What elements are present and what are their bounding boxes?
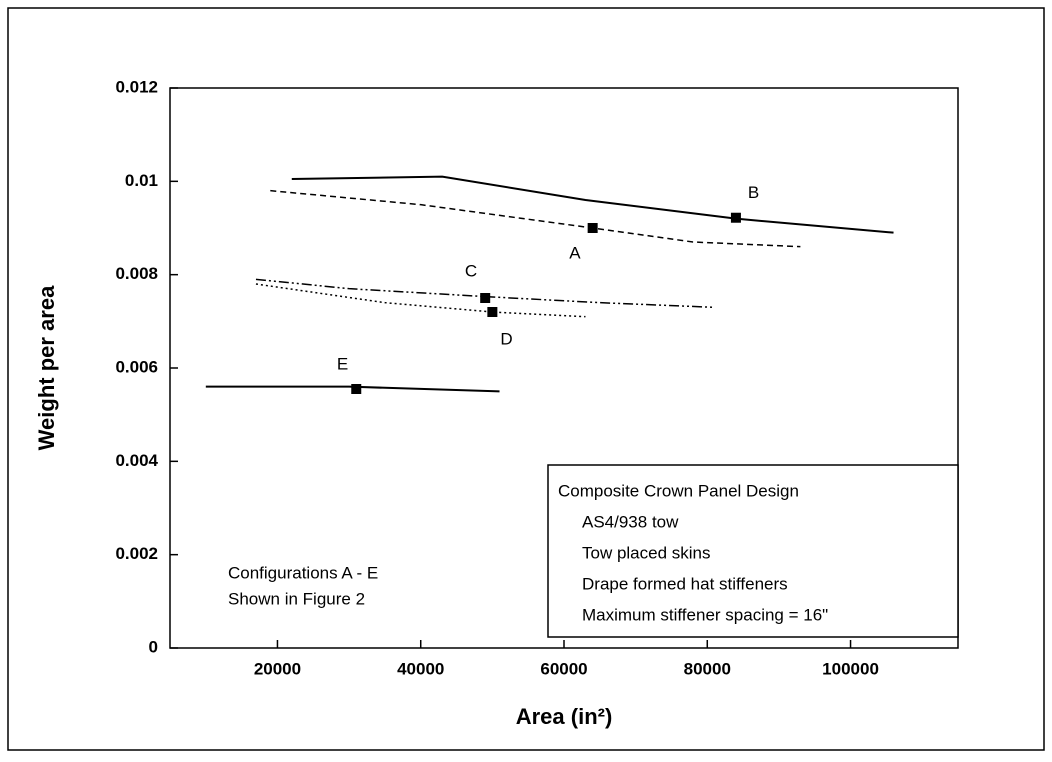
- series-label: A: [569, 243, 581, 262]
- series-label: E: [337, 354, 348, 373]
- series-line: [270, 189, 801, 248]
- annotation: Shown in Figure 2: [228, 589, 365, 608]
- series-line: [255, 283, 586, 318]
- series-label: D: [500, 329, 512, 348]
- textbox-line: AS4/938 tow: [582, 512, 679, 531]
- textbox-line: Composite Crown Panel Design: [558, 481, 799, 500]
- marker: [480, 293, 491, 303]
- marker: [730, 212, 741, 223]
- y-axis-label: Weight per area: [34, 285, 59, 450]
- frame: [7, 7, 1045, 751]
- y-tick-label: 0.004: [115, 451, 158, 470]
- y-tick-label: 0.008: [115, 264, 158, 283]
- annotation: Configurations A - E: [228, 563, 378, 582]
- series-line: [291, 175, 894, 234]
- textbox-line: Drape formed hat stiffeners: [582, 574, 788, 593]
- marker: [487, 307, 498, 317]
- y-tick-label: 0: [149, 637, 158, 656]
- series-line: [255, 278, 715, 309]
- textbox-line: Tow placed skins: [582, 543, 711, 562]
- x-tick-label: 100000: [822, 659, 879, 678]
- x-tick-label: 20000: [254, 659, 301, 678]
- x-tick-label: 60000: [540, 659, 587, 678]
- x-axis-label: Area (in²): [516, 704, 613, 729]
- marker: [587, 223, 598, 233]
- series-line: [205, 385, 500, 393]
- textbox-frame: [547, 464, 959, 638]
- x-tick-label: 40000: [397, 659, 444, 678]
- x-tick-label: 80000: [684, 659, 731, 678]
- marker: [351, 384, 362, 394]
- textbox-line: Maximum stiffener spacing = 16": [582, 605, 828, 624]
- y-tick-label: 0.006: [115, 357, 158, 376]
- y-tick-label: 0.002: [115, 544, 158, 563]
- y-tick-label: 0.01: [125, 171, 158, 190]
- series-label: C: [465, 261, 477, 280]
- series-label: B: [748, 183, 759, 202]
- y-tick-label: 0.012: [115, 77, 158, 96]
